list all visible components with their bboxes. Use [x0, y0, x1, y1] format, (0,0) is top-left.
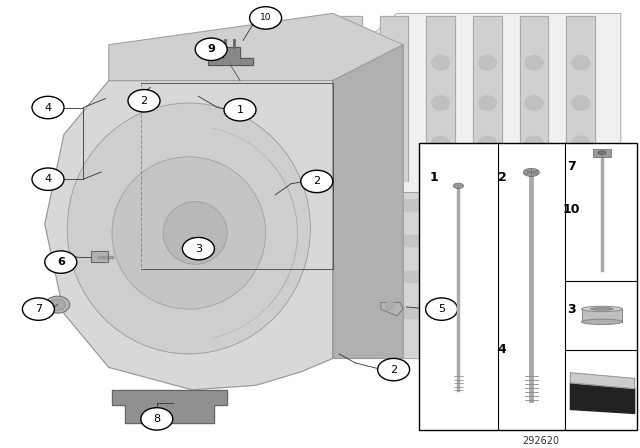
Text: 9: 9 [207, 44, 215, 54]
Ellipse shape [386, 301, 394, 310]
Polygon shape [426, 16, 455, 181]
Text: 10: 10 [563, 203, 580, 216]
Ellipse shape [432, 136, 449, 151]
Circle shape [22, 298, 54, 320]
Circle shape [32, 96, 64, 119]
Polygon shape [320, 199, 621, 211]
Polygon shape [570, 383, 635, 414]
Polygon shape [91, 251, 108, 262]
Ellipse shape [572, 96, 590, 110]
Ellipse shape [582, 306, 623, 312]
Text: 6: 6 [57, 257, 65, 267]
Ellipse shape [385, 136, 403, 151]
Ellipse shape [45, 296, 70, 313]
Ellipse shape [339, 96, 356, 110]
Text: 2: 2 [390, 365, 397, 375]
Circle shape [426, 298, 458, 320]
Ellipse shape [385, 56, 403, 70]
Polygon shape [320, 307, 621, 318]
Text: 2: 2 [497, 171, 506, 184]
Ellipse shape [598, 151, 606, 155]
Ellipse shape [453, 183, 463, 189]
Text: 1: 1 [430, 171, 439, 184]
Polygon shape [320, 235, 621, 246]
Polygon shape [566, 16, 595, 181]
Ellipse shape [125, 166, 227, 264]
Text: 2: 2 [313, 177, 321, 186]
Text: 2: 2 [140, 96, 148, 106]
Polygon shape [45, 81, 333, 390]
Ellipse shape [432, 56, 449, 70]
Bar [419, 143, 637, 430]
Polygon shape [320, 271, 621, 282]
Polygon shape [520, 16, 548, 181]
Bar [593, 149, 611, 157]
Text: 4: 4 [44, 174, 52, 184]
Text: 3: 3 [567, 303, 576, 316]
Ellipse shape [339, 136, 356, 151]
Ellipse shape [572, 136, 590, 151]
Text: 8: 8 [153, 414, 161, 424]
Text: 7: 7 [35, 304, 42, 314]
Circle shape [378, 358, 410, 381]
Text: 10: 10 [260, 13, 271, 22]
Polygon shape [381, 302, 403, 316]
Polygon shape [333, 45, 403, 358]
Ellipse shape [525, 136, 543, 151]
Circle shape [141, 408, 173, 430]
Circle shape [224, 99, 256, 121]
Ellipse shape [524, 168, 540, 177]
Ellipse shape [525, 96, 543, 110]
Text: 3: 3 [195, 244, 202, 254]
Ellipse shape [479, 56, 497, 70]
Ellipse shape [479, 96, 497, 110]
Text: 7: 7 [567, 160, 576, 173]
Ellipse shape [112, 157, 266, 309]
Polygon shape [380, 16, 408, 181]
Circle shape [195, 38, 227, 60]
Circle shape [182, 237, 214, 260]
Polygon shape [112, 390, 227, 423]
Ellipse shape [385, 96, 403, 110]
Circle shape [45, 251, 77, 273]
Circle shape [128, 90, 160, 112]
Polygon shape [109, 13, 403, 81]
Polygon shape [320, 193, 621, 358]
Polygon shape [333, 16, 362, 181]
Circle shape [32, 168, 64, 190]
Polygon shape [237, 13, 621, 193]
Ellipse shape [582, 319, 623, 324]
Ellipse shape [591, 308, 613, 310]
Circle shape [250, 7, 282, 29]
Ellipse shape [525, 56, 543, 70]
Polygon shape [473, 16, 502, 181]
Ellipse shape [432, 96, 449, 110]
Ellipse shape [572, 56, 590, 70]
Ellipse shape [479, 136, 497, 151]
Bar [582, 309, 623, 322]
Circle shape [301, 170, 333, 193]
Ellipse shape [339, 56, 356, 70]
Text: 4: 4 [44, 103, 52, 112]
Ellipse shape [163, 202, 227, 264]
Ellipse shape [50, 299, 65, 310]
Text: 292620: 292620 [522, 436, 559, 446]
Polygon shape [570, 373, 635, 388]
Text: 5: 5 [438, 304, 445, 314]
Ellipse shape [67, 103, 310, 354]
Text: 1: 1 [237, 105, 243, 115]
Polygon shape [208, 47, 253, 65]
Text: 4: 4 [497, 343, 506, 356]
